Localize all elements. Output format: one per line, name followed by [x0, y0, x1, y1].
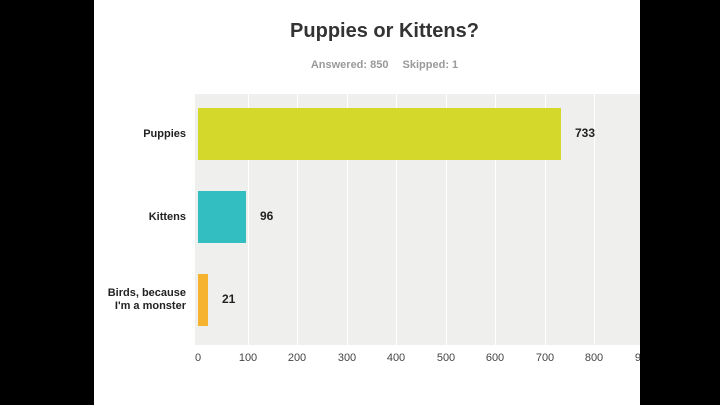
x-tick-label-700: 700	[535, 352, 555, 364]
bar-2	[198, 274, 208, 326]
x-tick-label-800: 800	[584, 352, 604, 364]
category-label-0: Puppies	[143, 128, 186, 140]
x-tick-label-400: 400	[386, 352, 406, 364]
x-tick-label-900: 900	[634, 352, 640, 364]
chart-title: Puppies or Kittens?	[290, 20, 479, 42]
x-tick-label-600: 600	[485, 352, 505, 364]
x-tick-label-0: 0	[194, 352, 202, 364]
gridline-700	[545, 94, 546, 345]
bar-0	[198, 108, 561, 160]
response-summary: Answered: 850 Skipped: 1	[94, 59, 640, 71]
gridline-200	[297, 94, 298, 345]
gridline-800	[594, 94, 595, 345]
x-tick-label-300: 300	[337, 352, 357, 364]
bar-1	[198, 191, 246, 243]
category-label-2: Birds, because I'm a monster	[107, 287, 186, 312]
chart-canvas: Puppies or Kittens? Answered: 850 Skippe…	[94, 0, 640, 405]
category-label-1: Kittens	[148, 211, 186, 223]
x-tick-label-200: 200	[287, 352, 307, 364]
value-label-0: 733	[575, 126, 596, 140]
gridline-400	[396, 94, 397, 345]
answered-count: Answered: 850	[310, 59, 389, 71]
value-label-1: 96	[260, 209, 274, 223]
gridline-600	[495, 94, 496, 345]
gridline-100	[248, 94, 249, 345]
skipped-count: Skipped: 1	[402, 59, 459, 71]
gridline-500	[446, 94, 447, 345]
x-tick-label-100: 100	[238, 352, 258, 364]
gridline-300	[347, 94, 348, 345]
x-tick-label-500: 500	[436, 352, 456, 364]
value-label-2: 21	[222, 292, 236, 306]
